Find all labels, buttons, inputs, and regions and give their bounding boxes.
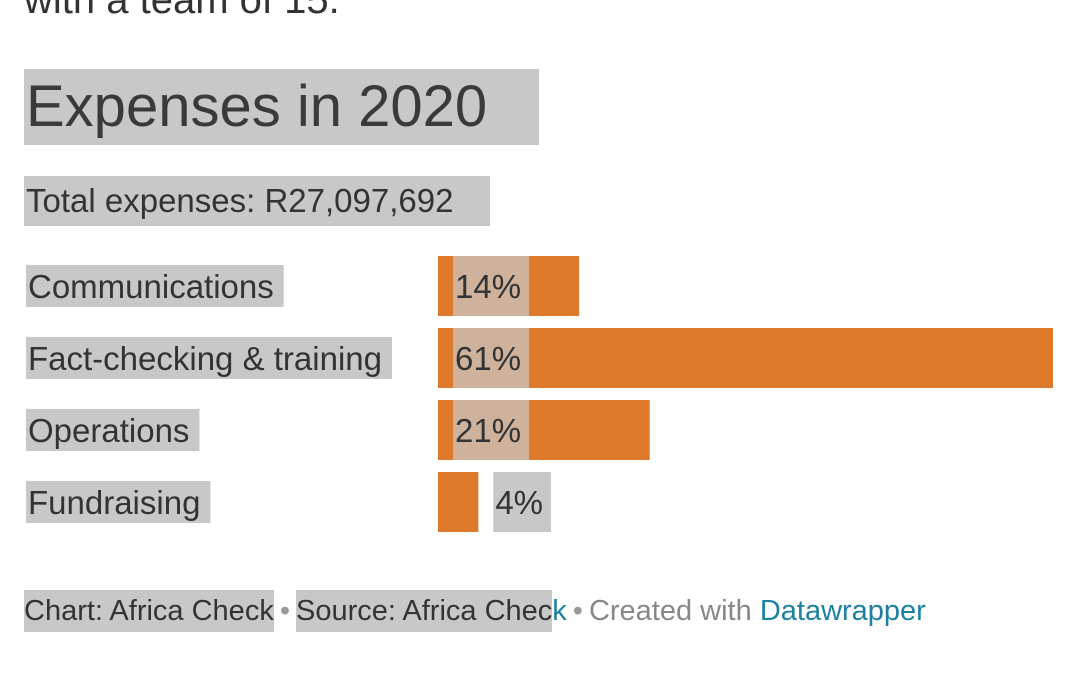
value-label-bg: [493, 472, 552, 532]
source-credit-tail[interactable]: k: [552, 595, 567, 627]
category-label: Communications: [28, 268, 274, 305]
intro-text-fragment: with a team of 15.: [24, 0, 340, 22]
bar: [438, 472, 479, 532]
footer-separator: •: [279, 595, 290, 627]
bar-chart: Communications 14% Fact-checking & trainin…: [26, 256, 1053, 532]
category-label: Fundraising: [28, 484, 200, 521]
category-label: Fact-checking & training: [28, 340, 382, 377]
value-label-bg: [453, 400, 530, 460]
chart-credit: Chart: Africa Check: [24, 590, 274, 632]
chart-footer: Chart: Africa Check • Source: Africa Check…: [24, 590, 926, 632]
chart-title: Expenses in 2020: [24, 69, 539, 145]
category-label-bg: [26, 409, 200, 451]
category-label-bg: [26, 265, 284, 307]
created-with-text: Created with: [588, 595, 752, 627]
category-label-bg: [26, 337, 392, 379]
bar: [438, 328, 1053, 388]
category-label: Operations: [28, 412, 189, 449]
value-label: 4%: [495, 484, 543, 521]
category-label-bg: [26, 481, 211, 523]
datawrapper-link[interactable]: Datawrapper: [759, 595, 926, 627]
chart-subtitle: Total expenses: R27,097,692: [24, 176, 490, 226]
value-label: 21%: [455, 412, 521, 449]
value-label-bg: [453, 256, 530, 316]
value-label: 14%: [455, 268, 521, 305]
footer-separator-2: •: [572, 595, 583, 627]
value-label-bg: [453, 328, 530, 388]
value-label: 61%: [455, 340, 521, 377]
source-credit[interactable]: Source: Africa Chec: [295, 590, 553, 632]
